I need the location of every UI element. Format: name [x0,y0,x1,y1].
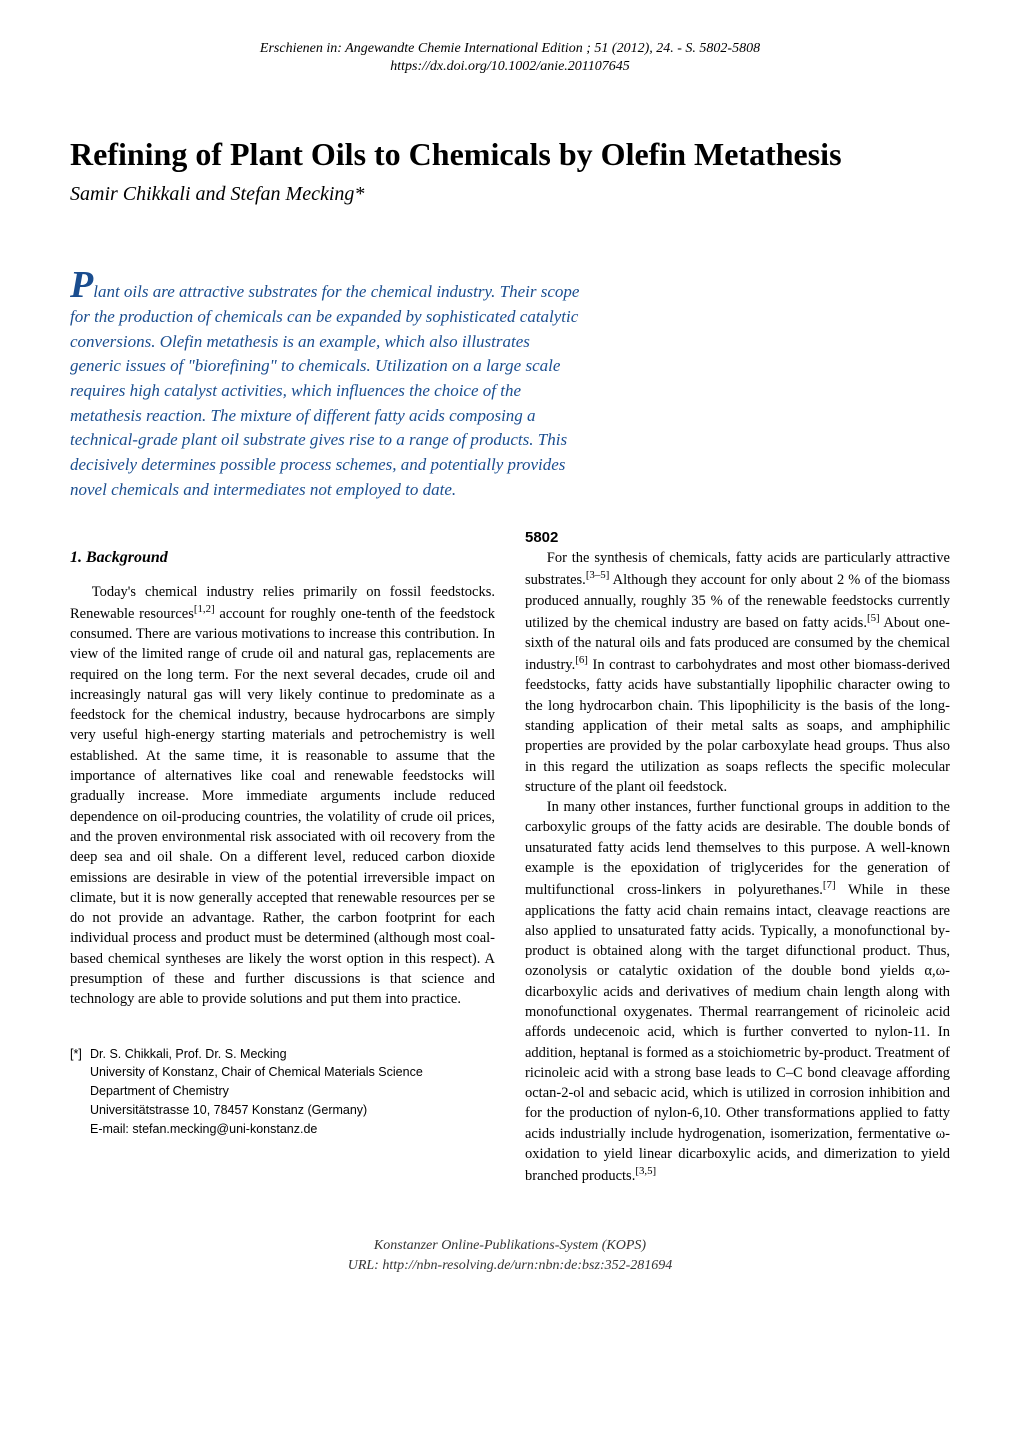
affiliation-marker: [*] [70,1045,90,1064]
citation-ref: [7] [823,879,836,891]
affiliation-email: E-mail: stefan.mecking@uni-konstanz.de [70,1120,495,1139]
paragraph-1: Today's chemical industry relies primari… [70,582,495,1010]
p3-text-b: While in these applications the fatty ac… [525,882,950,1184]
abstract-dropcap: P [70,264,93,306]
citation-ref: [3–5] [586,569,610,581]
citation-ref: [1,2] [194,603,215,615]
p1-text-b: account for roughly one-tenth of the fee… [70,606,495,1008]
affiliation-address: Universitätstrasse 10, 78457 Konstanz (G… [70,1101,495,1120]
abstract-container: Plant oils are attractive substrates for… [70,266,950,502]
affiliation-line: [*]Dr. S. Chikkali, Prof. Dr. S. Mecking [70,1045,495,1064]
section-heading: 1. Background [70,547,495,569]
pub-line-2: https://dx.doi.org/10.1002/anie.20110764… [70,58,950,76]
p2-text-d: In contrast to carbohydrates and most ot… [525,657,950,795]
article-authors: Samir Chikkali and Stefan Mecking* [70,183,950,206]
affiliation-department: Department of Chemistry [70,1082,495,1101]
publication-info: Erschienen in: Angewandte Chemie Interna… [70,40,950,76]
body-columns: 1. Background Today's chemical industry … [70,527,950,1186]
page-number: 5802 [525,527,950,548]
abstract: Plant oils are attractive substrates for… [70,266,580,502]
pub-line-1: Erschienen in: Angewandte Chemie Interna… [70,40,950,58]
author-affiliation: [*]Dr. S. Chikkali, Prof. Dr. S. Mecking… [70,1045,495,1139]
affiliation-institution: University of Konstanz, Chair of Chemica… [70,1063,495,1082]
footer-line-2: URL: http://nbn-resolving.de/urn:nbn:de:… [70,1256,950,1276]
paragraph-3: In many other instances, further functio… [525,797,950,1186]
page-footer: Konstanzer Online-Publikations-System (K… [70,1236,950,1275]
abstract-text: lant oils are attractive substrates for … [70,282,579,498]
affiliation-names: Dr. S. Chikkali, Prof. Dr. S. Mecking [90,1047,287,1061]
citation-ref: [3,5] [635,1165,656,1177]
article-title: Refining of Plant Oils to Chemicals by O… [70,136,950,173]
paragraph-2: For the synthesis of chemicals, fatty ac… [525,548,950,797]
citation-ref: [6] [575,654,588,666]
citation-ref: [5] [867,612,880,624]
footer-line-1: Konstanzer Online-Publikations-System (K… [70,1236,950,1256]
